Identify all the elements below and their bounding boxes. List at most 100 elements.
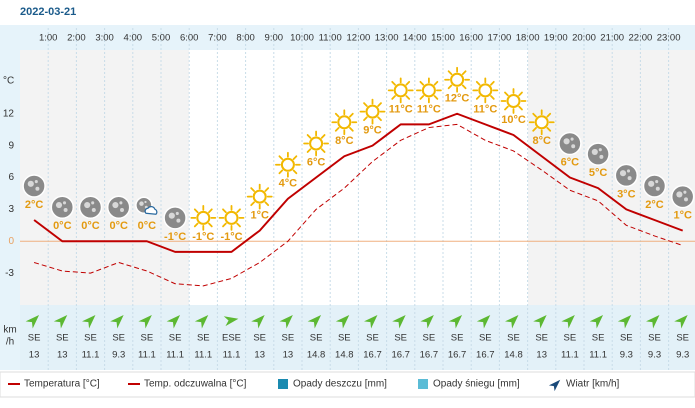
wind-speed: 11.1 [166, 350, 184, 361]
moon-spot [55, 201, 63, 209]
wind-direction: SE [56, 333, 69, 344]
hour-label: 19:00 [544, 33, 568, 44]
wind-speed: 14.8 [307, 350, 326, 361]
wind-speed: 14.8 [504, 350, 523, 361]
moon-spot [599, 154, 604, 159]
hour-label: 15:00 [431, 33, 455, 44]
moon-disc [642, 174, 667, 198]
sun-ray [490, 95, 495, 100]
moon-disc [670, 184, 695, 209]
moon-spot [683, 190, 687, 194]
sun-ray [363, 102, 368, 107]
hour-label: 8:00 [236, 33, 255, 44]
sun-ray [532, 112, 537, 118]
sun-ray [518, 91, 523, 97]
temperature-label: 5°C [589, 167, 608, 179]
sun-ray [292, 169, 298, 175]
y-tick-label: 9 [8, 140, 14, 151]
sun-ray [391, 95, 396, 100]
wind-arrow [138, 315, 152, 329]
sun-ray [250, 187, 255, 192]
sun-disc [421, 83, 436, 98]
sun-ray [349, 127, 354, 132]
hour-label: 16:00 [459, 33, 483, 44]
sun-ray [518, 105, 523, 111]
sun-ray [532, 127, 537, 132]
wind-direction: SE [84, 333, 97, 344]
moon-disc [614, 163, 639, 188]
moon-spot [168, 212, 175, 219]
sun-ray [236, 208, 241, 214]
temperature-label: 12°C [445, 93, 470, 105]
legend-swatch [278, 379, 288, 389]
sun-ray [264, 201, 270, 207]
sun-ray [320, 148, 326, 153]
sun-ray [208, 208, 213, 214]
sun-ray [433, 95, 439, 100]
sun-disc [478, 83, 493, 98]
moon-spot [84, 201, 91, 209]
sun-ray [504, 105, 509, 111]
y-tick-label: -3 [5, 268, 14, 279]
moon-spot [591, 148, 598, 156]
sun-icon [500, 88, 527, 114]
wind-direction: SE [479, 333, 492, 344]
temperature-label: 2°C [25, 199, 44, 211]
moon-spot [598, 148, 602, 152]
moon-disc [50, 195, 75, 219]
sun-disc [196, 210, 211, 225]
hour-label: 7:00 [208, 33, 227, 44]
moon-icon [22, 174, 46, 198]
moon-spot [34, 180, 38, 184]
wind-speed: 13 [29, 350, 40, 361]
wind-direction: SE [648, 333, 661, 344]
legend-swatch [418, 379, 428, 389]
wind-direction: SE [507, 333, 520, 344]
wind-arrow [646, 315, 660, 329]
wind-direction: SE [676, 333, 689, 344]
wind-arrow [110, 315, 124, 329]
moon-spot [144, 200, 147, 204]
wind-speed: 11.1 [82, 350, 100, 361]
moon-spot [176, 218, 181, 223]
moon-spot [570, 137, 574, 141]
moon-spot [62, 201, 67, 205]
wind-arrow [420, 315, 434, 329]
moon-disc [106, 195, 131, 219]
sun-ray [475, 95, 481, 100]
moon-spot [175, 211, 179, 216]
wind-speed: 13 [57, 350, 68, 361]
hour-label: 22:00 [629, 33, 653, 44]
wind-speed: 13 [536, 350, 547, 361]
wind-speed: 16.7 [363, 350, 382, 361]
wind-direction: SE [253, 333, 266, 344]
moon-spot [120, 208, 124, 212]
wind-arrow [674, 315, 688, 329]
hour-label: 20:00 [572, 33, 596, 44]
wind-speed: 11.1 [194, 350, 212, 361]
sun-ray [461, 70, 467, 75]
moon-spot [35, 186, 40, 191]
sun-ray [475, 80, 481, 86]
moon-spot [27, 180, 34, 187]
wind-arrow [392, 315, 406, 329]
hour-label: 1:00 [39, 33, 58, 44]
wind-direction: ESE [222, 333, 241, 344]
sun-ray [306, 134, 312, 139]
moon-spot [563, 138, 570, 145]
moon-spot [63, 208, 68, 212]
temperature-label: 1°C [250, 210, 269, 222]
temperature-label: 11°C [389, 103, 413, 115]
night-shade [528, 50, 695, 305]
sun-ray [349, 112, 354, 118]
sun-disc [506, 94, 521, 108]
wind-direction: SE [451, 333, 464, 344]
moon-spot [655, 180, 659, 184]
wind-speed: 14.8 [335, 350, 354, 361]
sun-ray [278, 169, 284, 175]
wind-direction: SE [197, 333, 210, 344]
moon-spot [139, 201, 144, 206]
wind-direction: SE [169, 333, 182, 344]
hour-label: 17:00 [488, 33, 512, 44]
moon-spot [676, 191, 683, 198]
